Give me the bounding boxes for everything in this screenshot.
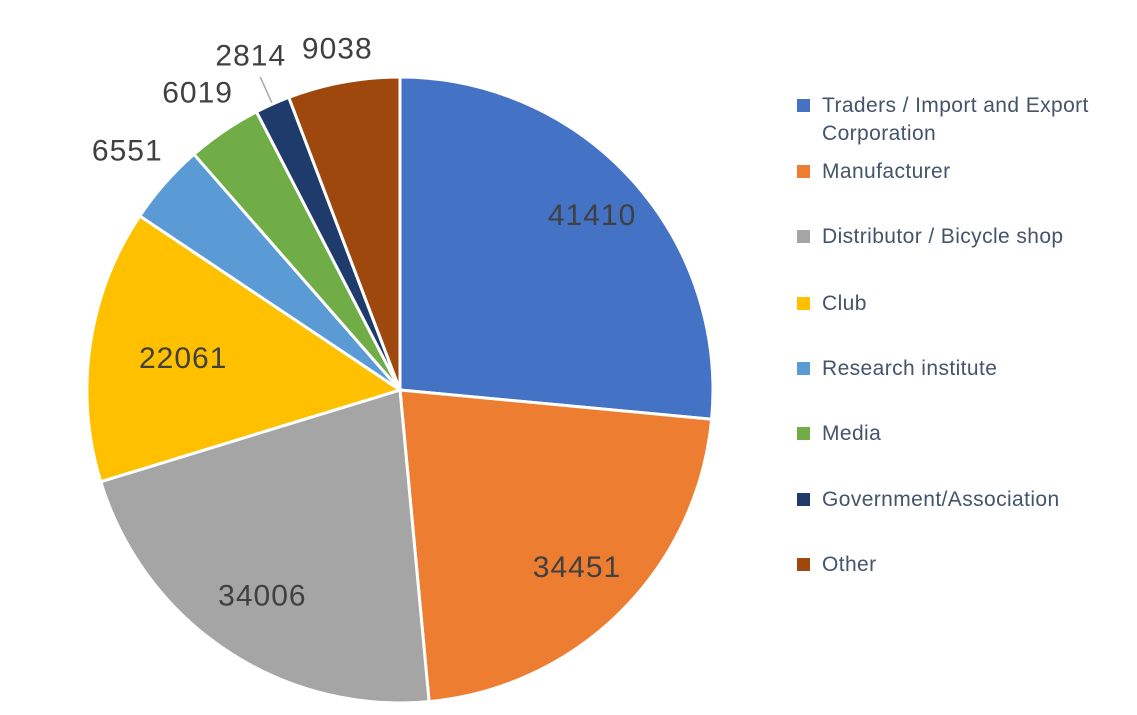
label-leader-line (259, 76, 273, 104)
legend-item-traders: Traders / Import and Export Corporation (797, 92, 1122, 148)
pie-slice-traders-import-and-export-corporation (398, 75, 715, 421)
legend-label: Media (822, 422, 882, 445)
legend-item-distributor: Distributor / Bicycle shop (797, 223, 1063, 251)
legend-swatch (797, 362, 810, 375)
legend-label: Research institute (822, 357, 998, 380)
slice-value-label-manufacturer: 34451 (533, 551, 621, 584)
legend-swatch (797, 427, 810, 440)
slice-value-label-club: 22061 (139, 342, 227, 375)
pie-slice-club (85, 213, 404, 484)
legend-item-government-association: Government/Association (797, 486, 1060, 514)
slice-value-label-government-association: 2814 (215, 40, 286, 73)
legend-label: Manufacturer (822, 160, 951, 183)
pie-slice-distributor-bicycle-shop (98, 388, 431, 705)
legend-item-other: Other (797, 551, 877, 579)
legend-item-club: Club (797, 290, 867, 318)
legend-label: Club (822, 292, 867, 315)
pie-slice-manufacturer (398, 388, 714, 704)
legend-label: Government/Association (822, 488, 1060, 511)
chart-legend: Traders / Import and Export Corporation … (797, 0, 1132, 715)
legend-swatch (797, 99, 810, 112)
pie-slice-other (286, 75, 402, 391)
legend-swatch (797, 493, 810, 506)
legend-label: Traders / Import and Export Corporation (822, 94, 1089, 145)
legend-label: Other (822, 553, 877, 576)
slice-value-label-other: 9038 (302, 32, 373, 65)
slice-value-label-traders-import-and-export-corporation: 41410 (548, 199, 636, 232)
legend-swatch (797, 165, 810, 178)
legend-item-research-institute: Research institute (797, 355, 997, 383)
legend-swatch (797, 230, 810, 243)
legend-item-media: Media (797, 420, 881, 448)
slice-value-label-distributor-bicycle-shop: 34006 (218, 579, 306, 612)
slice-value-label-research-institute: 6551 (92, 134, 163, 167)
legend-label: Distributor / Bicycle shop (822, 225, 1064, 248)
legend-swatch (797, 297, 810, 310)
slice-value-label-media: 6019 (162, 76, 233, 109)
legend-swatch (797, 558, 810, 571)
legend-item-manufacturer: Manufacturer (797, 158, 951, 186)
